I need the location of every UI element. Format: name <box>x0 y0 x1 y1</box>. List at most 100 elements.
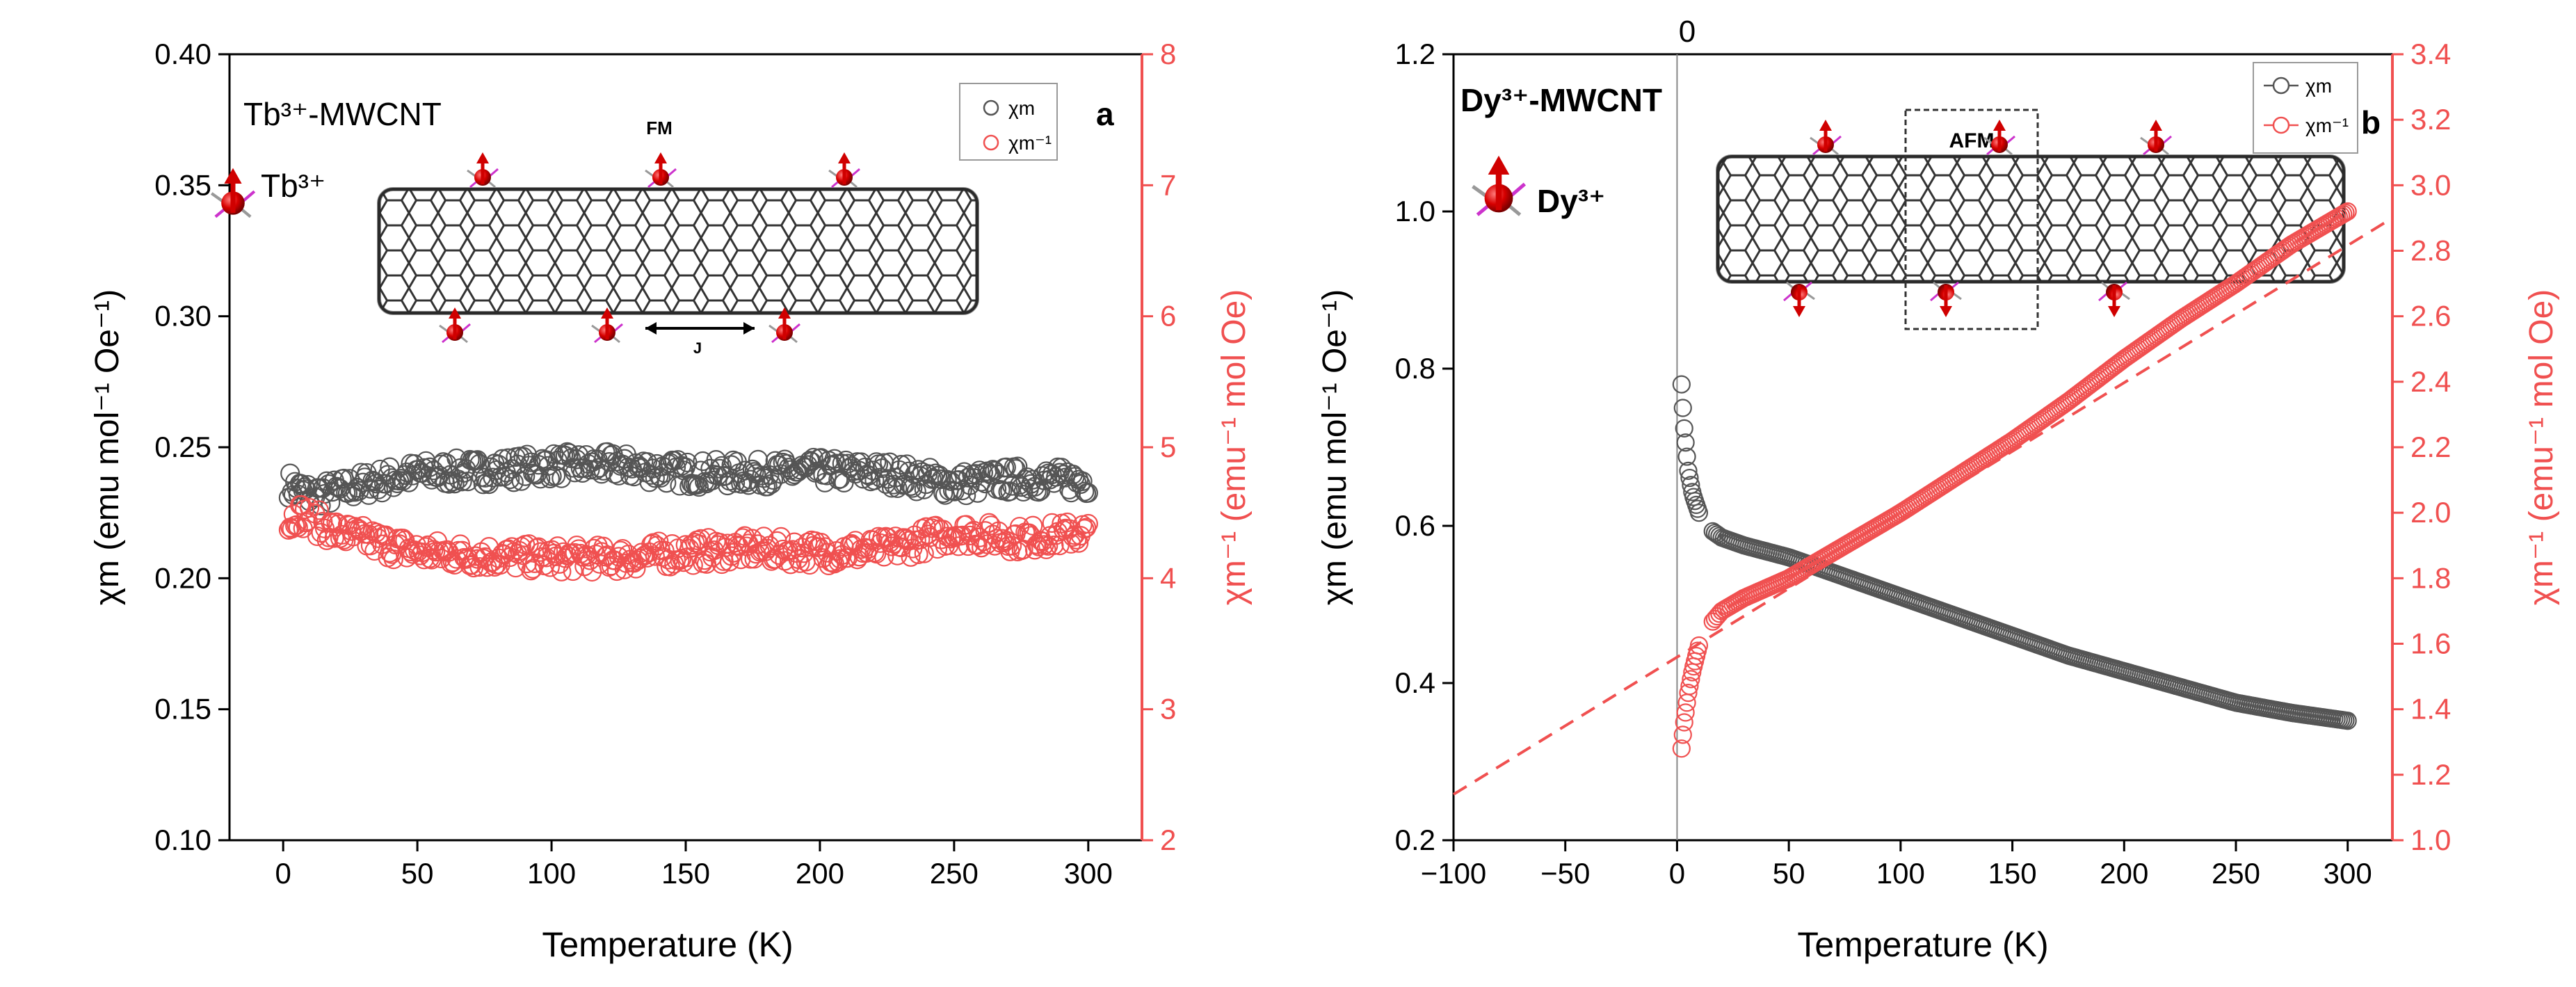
series-chi <box>1672 375 2357 730</box>
data-point <box>847 549 867 570</box>
data-point <box>488 454 508 475</box>
x-tick-label: 200 <box>796 857 844 890</box>
y-right-tick-label: 2.4 <box>2410 365 2451 398</box>
x-tick-label: −50 <box>1540 857 1590 890</box>
data-point <box>1689 636 1709 655</box>
y-right-tick-label: 2.2 <box>2410 431 2451 463</box>
y-left-tick-label: 1.2 <box>1395 38 1435 70</box>
data-point <box>299 497 320 518</box>
data-point <box>298 511 318 531</box>
data-point <box>639 472 659 492</box>
y-left-tick-label: 1.0 <box>1395 195 1435 227</box>
data-point <box>580 460 600 480</box>
data-point <box>439 474 459 494</box>
data-point <box>954 462 974 482</box>
sample-label-a: Tb³⁺-MWCNT <box>243 96 442 132</box>
y-left-tick-label: 0.10 <box>154 824 211 856</box>
x-tick-label: 50 <box>1773 857 1805 890</box>
data-point <box>800 554 820 575</box>
data-point <box>908 544 928 564</box>
data-point <box>837 548 858 568</box>
data-point <box>882 478 902 498</box>
legend-marker-inv <box>2272 116 2290 134</box>
data-point <box>452 472 472 492</box>
panel-a: FM J Tb³⁺-MWCNT Tb³⁺ χm χm⁻¹ a Temperatu… <box>89 53 1253 964</box>
y-right-tick-label: 5 <box>1160 431 1176 463</box>
data-point <box>1676 433 1695 452</box>
data-point <box>867 452 887 472</box>
data-point <box>683 555 703 575</box>
afm-box <box>1904 109 2039 330</box>
data-point <box>969 460 990 481</box>
data-point <box>298 474 318 495</box>
spin-icon <box>1810 120 1841 154</box>
data-point <box>645 546 665 566</box>
data-point <box>706 450 726 470</box>
data-point <box>762 551 782 571</box>
panel-b: AFM Dy³⁺-MWCNT Dy³⁺ χm χm⁻¹ b 0 Temperat… <box>1317 15 2560 964</box>
data-point <box>524 553 545 573</box>
x-tick-label: 100 <box>1876 857 1925 890</box>
data-point <box>670 476 690 496</box>
x-tick-label: 100 <box>527 857 576 890</box>
x-axis-label-a: Temperature (K) <box>542 925 793 964</box>
data-point <box>552 468 572 488</box>
nanotube-inset-b: AFM <box>1716 109 2346 330</box>
spin-icon <box>829 152 860 187</box>
data-point <box>834 472 854 493</box>
legend-b: χm χm⁻¹ <box>2253 62 2358 154</box>
data-point <box>927 538 948 559</box>
y-right-tick-label: 2 <box>1160 824 1176 856</box>
data-point <box>449 470 469 490</box>
data-point <box>1679 461 1698 481</box>
data-point <box>926 463 946 483</box>
y-right-tick-label: 8 <box>1160 38 1176 70</box>
data-point <box>757 476 778 497</box>
x-tick-label: 50 <box>401 857 434 890</box>
data-point <box>1680 677 1699 696</box>
x-tick-label: 150 <box>1988 857 2037 890</box>
data-point <box>1072 471 1093 491</box>
data-point <box>769 455 789 475</box>
data-point <box>1676 703 1695 722</box>
data-point <box>693 451 713 472</box>
data-point <box>748 449 768 470</box>
data-point <box>1673 725 1692 744</box>
x-tick-label: 0 <box>1669 857 1685 890</box>
series-inverse-chi <box>1672 202 2357 758</box>
data-point <box>437 454 457 474</box>
data-point <box>538 456 558 476</box>
y-left-tick-label: 0.30 <box>154 300 211 332</box>
x-tick-label: 250 <box>2212 857 2260 890</box>
data-point <box>1679 684 1698 703</box>
spin-icon <box>2099 282 2130 317</box>
data-point <box>839 458 860 479</box>
y-left-tick-label: 0.35 <box>154 168 211 201</box>
x-tick-label: 250 <box>930 857 979 890</box>
ion-marker-icon <box>211 168 255 217</box>
data-point <box>1067 529 1087 549</box>
y-left-tick-label: 0.15 <box>154 693 211 725</box>
data-point <box>658 549 679 570</box>
legend-marker-inv <box>983 134 999 151</box>
y-left-tick-label: 0.40 <box>154 38 211 70</box>
data-point <box>305 504 325 524</box>
spin-icon <box>1784 282 1814 317</box>
data-point <box>1675 419 1693 438</box>
data-point <box>1675 713 1693 732</box>
spin-icon <box>2141 120 2171 154</box>
marks-b: −100 −50 0 50 100 150 200 250 300 0.2 0.4 0.6 0.8 1.0… <box>1395 38 2452 890</box>
data-point <box>1038 536 1058 556</box>
data-point <box>885 527 905 547</box>
data-point <box>803 447 823 468</box>
legend-marker-chi <box>983 99 999 116</box>
y-left-tick-label: 0.2 <box>1395 824 1435 856</box>
series-chi <box>278 442 1098 516</box>
data-point <box>616 553 636 573</box>
series-inverse-chi <box>278 495 1098 582</box>
y-right-tick-label: 3 <box>1160 693 1176 725</box>
y-left-tick-label: 0.20 <box>154 561 211 594</box>
legend-a: χm χm⁻¹ <box>959 83 1058 161</box>
legend-entry-inv: χm⁻¹ <box>1008 132 1052 154</box>
legend-entry-chi: χm <box>1008 97 1035 119</box>
